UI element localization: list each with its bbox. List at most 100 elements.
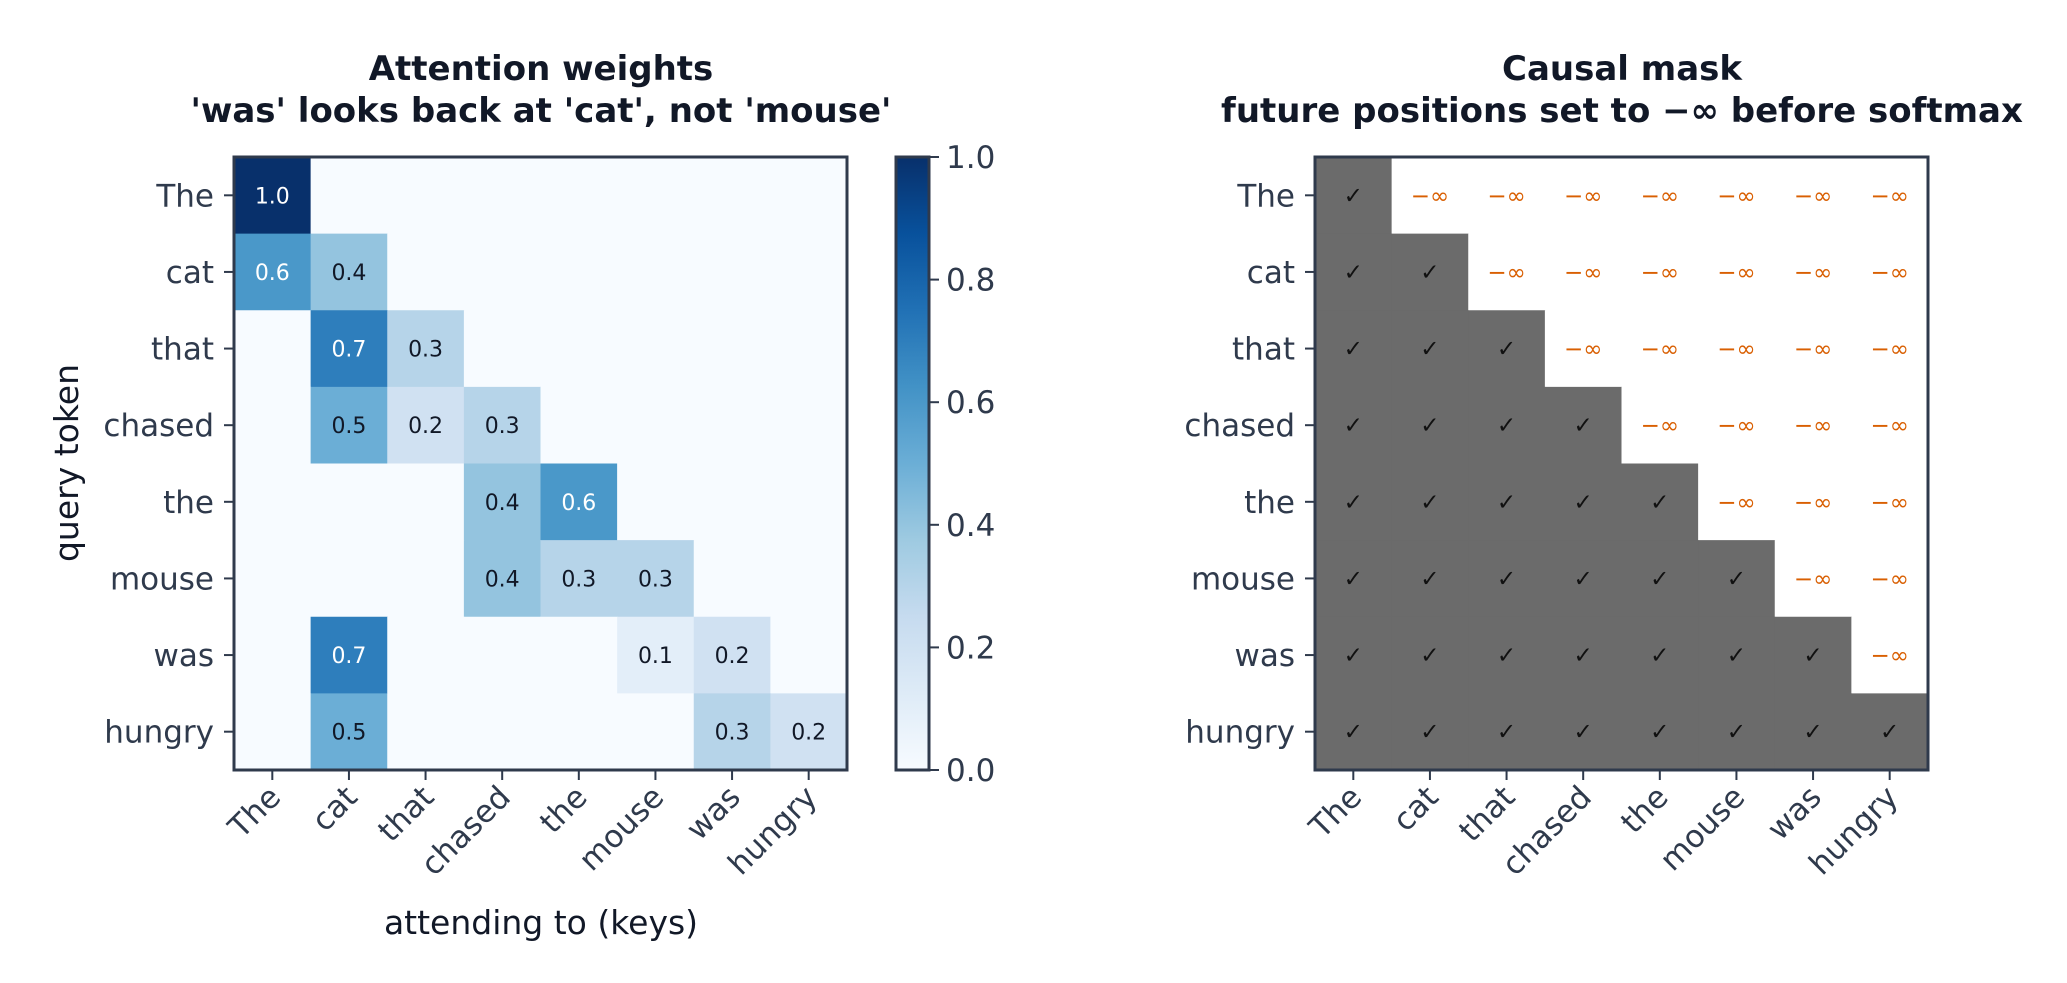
mask-masked-label: −∞ <box>1870 413 1908 439</box>
mask-allowed-label: ✓ <box>1650 566 1669 592</box>
attention-cell <box>540 540 618 618</box>
attention-cell <box>463 233 541 311</box>
attention-cell <box>387 233 465 311</box>
mask-allowed-label: ✓ <box>1344 566 1363 592</box>
mask-y-tick-label: mouse <box>1191 561 1295 597</box>
attention-cell <box>540 310 618 388</box>
mask-allowed-label: ✓ <box>1420 413 1439 439</box>
mask-allowed-label: ✓ <box>1650 490 1669 516</box>
attention-title-line2: 'was' looks back at 'cat', not 'mouse' <box>191 91 892 131</box>
colorbar-tick-label: 0.0 <box>946 753 995 789</box>
attention-value-label: 0.2 <box>408 414 443 439</box>
attention-weights-chart: Attention weights 'was' looks back at 'c… <box>47 49 891 942</box>
attention-cell <box>617 693 695 771</box>
colorbar-tick-label: 0.2 <box>946 630 995 666</box>
mask-allowed-label: ✓ <box>1880 720 1899 746</box>
mask-masked-label: −∞ <box>1411 183 1449 209</box>
mask-allowed-cell <box>1391 463 1469 541</box>
attention-cell <box>617 157 695 235</box>
mask-x-tick-label: that <box>1452 779 1522 849</box>
mask-masked-cell <box>1621 233 1699 311</box>
mask-allowed-label: ✓ <box>1420 720 1439 746</box>
mask-allowed-cell <box>1698 616 1776 694</box>
attention-value-label: 0.3 <box>561 567 596 592</box>
mask-masked-cell <box>1698 233 1776 311</box>
mask-allowed-cell <box>1698 693 1776 771</box>
attention-cell <box>693 233 771 311</box>
mask-masked-cell <box>1851 386 1929 464</box>
mask-masked-label: −∞ <box>1870 643 1908 669</box>
mask-allowed-label: ✓ <box>1803 720 1822 746</box>
attention-value-label: 0.4 <box>331 261 366 286</box>
mask-masked-label: −∞ <box>1564 337 1602 363</box>
attention-cell <box>387 540 465 618</box>
attention-cell <box>387 693 465 771</box>
mask-allowed-label: ✓ <box>1344 490 1363 516</box>
mask-cells: ✓ −∞ −∞ −∞ −∞ −∞ −∞ −∞ ✓ ✓ −∞ −∞ −∞ −∞ −∞ −∞ ✓ ✓ ✓ −∞ −∞ −∞ −∞… <box>1315 157 1929 771</box>
mask-allowed-cell <box>1621 693 1699 771</box>
mask-allowed-cell <box>1391 233 1469 311</box>
mask-allowed-label: ✓ <box>1344 413 1363 439</box>
attention-value-label: 0.6 <box>255 261 290 286</box>
colorbar-ticks: 0.0 0.2 0.4 0.6 0.8 1.0 <box>929 140 995 789</box>
attention-cell <box>310 693 388 771</box>
attention-cell <box>770 616 848 694</box>
attention-value-label: 0.4 <box>485 491 520 516</box>
attention-cell <box>310 540 388 618</box>
mask-masked-cell <box>1774 540 1852 618</box>
mask-allowed-label: ✓ <box>1727 643 1746 669</box>
mask-masked-label: −∞ <box>1794 337 1832 363</box>
mask-allowed-cell <box>1468 386 1546 464</box>
attention-cell <box>387 463 465 541</box>
mask-title-line1: Causal mask <box>1502 49 1743 89</box>
mask-masked-cell <box>1621 310 1699 388</box>
attention-cell <box>693 693 771 771</box>
mask-allowed-label: ✓ <box>1574 720 1593 746</box>
attention-x-tick-label: cat <box>305 779 365 839</box>
mask-allowed-label: ✓ <box>1574 643 1593 669</box>
mask-masked-label: −∞ <box>1717 413 1755 439</box>
attention-cell <box>617 233 695 311</box>
attention-cell <box>387 616 465 694</box>
mask-masked-cell <box>1621 157 1699 235</box>
mask-y-tick-label: that <box>1232 332 1295 368</box>
mask-masked-label: −∞ <box>1717 490 1755 516</box>
attention-cell <box>387 310 465 388</box>
causal-mask-chart: Causal mask future positions set to −∞ b… <box>1184 49 2023 883</box>
mask-masked-cell <box>1774 386 1852 464</box>
attention-value-label: 0.7 <box>331 644 366 669</box>
mask-masked-label: −∞ <box>1794 183 1832 209</box>
mask-masked-cell <box>1544 157 1622 235</box>
mask-masked-cell <box>1698 463 1776 541</box>
mask-allowed-cell <box>1315 386 1393 464</box>
attention-value-label: 0.2 <box>791 721 826 746</box>
attention-x-axis-label: attending to (keys) <box>384 903 698 942</box>
mask-masked-cell <box>1774 157 1852 235</box>
mask-y-tick-label: was <box>1234 638 1295 674</box>
mask-allowed-cell <box>1774 616 1852 694</box>
attention-cell <box>693 310 771 388</box>
mask-allowed-label: ✓ <box>1803 643 1822 669</box>
mask-allowed-cell <box>1621 463 1699 541</box>
mask-allowed-cell <box>1468 463 1546 541</box>
attention-cell <box>540 616 618 694</box>
attention-plot-frame <box>232 155 849 772</box>
attention-x-tick-label: the <box>533 779 594 840</box>
mask-x-tick-label: cat <box>1386 779 1446 839</box>
mask-allowed-label: ✓ <box>1497 490 1516 516</box>
mask-allowed-cell <box>1468 310 1546 388</box>
mask-masked-cell <box>1851 540 1929 618</box>
attention-cell <box>310 157 388 235</box>
mask-allowed-cell <box>1391 386 1469 464</box>
attention-y-tick-label: cat <box>166 255 214 291</box>
mask-allowed-label: ✓ <box>1420 260 1439 286</box>
attention-y-tick-label: that <box>151 332 214 368</box>
attention-x-tick-label: that <box>371 779 441 849</box>
colorbar-tick-label: 0.4 <box>946 508 995 544</box>
colorbar-tick-label: 1.0 <box>946 140 995 176</box>
mask-allowed-label: ✓ <box>1497 413 1516 439</box>
mask-masked-label: −∞ <box>1870 183 1908 209</box>
attention-value-label: 0.3 <box>638 567 673 592</box>
mask-allowed-label: ✓ <box>1420 643 1439 669</box>
attention-cell <box>234 386 312 464</box>
